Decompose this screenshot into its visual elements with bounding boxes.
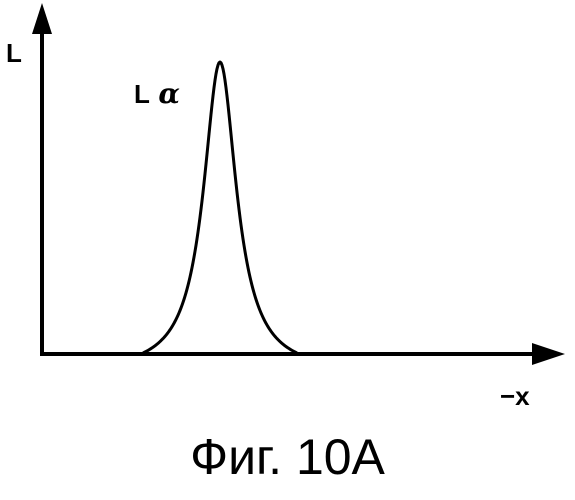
figure-caption: Фиг. 10А	[0, 432, 575, 482]
y-axis-arrowhead	[32, 3, 52, 34]
peak-label: L α	[134, 77, 180, 110]
peak-label-greek: α	[158, 77, 180, 110]
y-axis-label: L	[6, 38, 22, 68]
x-axis-arrowhead	[532, 343, 565, 365]
peak-label-letter: L	[134, 79, 150, 109]
x-axis-label: −x	[500, 381, 530, 411]
